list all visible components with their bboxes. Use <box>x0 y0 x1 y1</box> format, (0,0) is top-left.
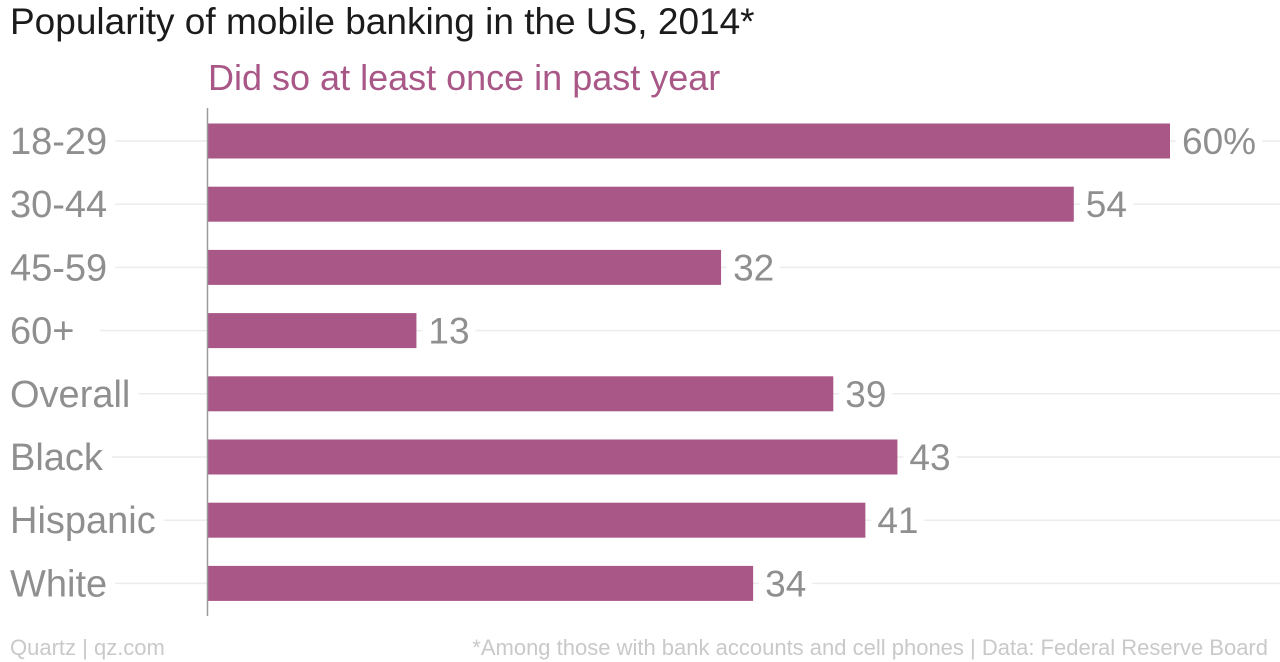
chart-subtitle: Did so at least once in past year <box>208 57 720 98</box>
value-label-60: 13 <box>428 311 469 352</box>
category-label-60: 60+ <box>10 311 74 353</box>
value-label-18-29: 60% <box>1182 121 1256 162</box>
category-label-30-44: 30-44 <box>10 184 107 226</box>
bar-18-29[interactable] <box>208 123 1170 159</box>
category-label-bg <box>6 437 112 479</box>
value-label-bg <box>422 310 476 352</box>
bar-hispanic[interactable] <box>208 502 866 538</box>
category-label-bg <box>6 500 164 543</box>
category-label-bg <box>6 184 116 227</box>
value-label-bg <box>871 500 925 542</box>
bar-30-44[interactable] <box>208 186 1074 222</box>
value-label-white: 34 <box>765 563 806 604</box>
bar-black[interactable] <box>208 439 898 475</box>
bars <box>208 123 1170 601</box>
value-label-bg <box>839 373 893 415</box>
value-label-hispanic: 41 <box>877 500 918 541</box>
value-label-overall: 39 <box>845 374 886 415</box>
bar-45-59[interactable] <box>208 249 722 285</box>
chart-title: Popularity of mobile banking in the US, … <box>10 1 755 42</box>
value-label-bg <box>903 437 957 478</box>
value-label-bg <box>1176 121 1263 162</box>
category-label-bg <box>6 310 83 353</box>
category-label-bg <box>6 373 139 416</box>
value-label-30-44: 54 <box>1086 184 1127 225</box>
bar-overall[interactable] <box>208 376 834 412</box>
footnote: *Among those with bank accounts and cell… <box>472 635 1268 660</box>
bar-white[interactable] <box>208 565 754 601</box>
category-labels: 18-29 30-44 45-59 60+ Overall Black Hispanic Wh… <box>6 121 164 606</box>
value-label-bg <box>759 563 813 605</box>
bar-60[interactable] <box>208 313 417 349</box>
value-label-black: 43 <box>909 437 950 478</box>
category-label-18-29: 18-29 <box>10 121 107 163</box>
source-credit[interactable]: Quartz | qz.com <box>10 635 165 660</box>
value-labels: 60% 54 32 13 39 43 41 34 <box>422 121 1263 605</box>
value-label-bg <box>727 247 781 289</box>
category-label-45-59: 45-59 <box>10 247 107 289</box>
value-label-45-59: 32 <box>733 247 774 288</box>
category-label-overall: Overall <box>10 374 130 416</box>
value-label-bg <box>1079 184 1133 226</box>
category-label-bg <box>6 563 116 606</box>
category-label-white: White <box>10 563 107 605</box>
category-label-bg <box>6 121 116 163</box>
category-label-bg <box>6 247 116 290</box>
category-label-black: Black <box>10 437 104 479</box>
category-label-hispanic: Hispanic <box>10 500 156 542</box>
